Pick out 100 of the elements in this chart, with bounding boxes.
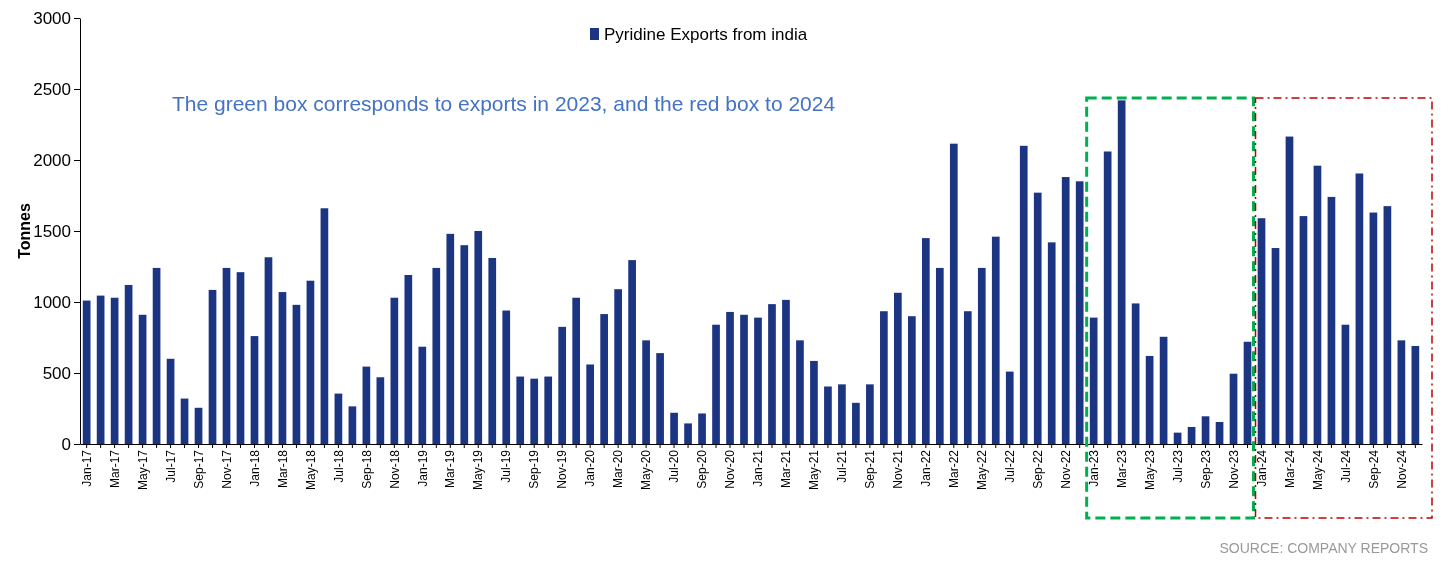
bar (698, 413, 706, 444)
legend-label: Pyridine Exports from india (604, 25, 808, 44)
bar (642, 340, 650, 444)
bar (488, 257, 497, 444)
bar (1159, 336, 1168, 444)
x-tick-label: Jul-23 (1170, 449, 1185, 483)
bar (474, 231, 483, 444)
x-tick-label: May-22 (974, 449, 989, 491)
bar (530, 378, 539, 444)
x-tick-label: Nov-17 (219, 449, 234, 489)
bar (516, 376, 525, 444)
bar (726, 311, 734, 444)
x-tick-label: Jan-18 (247, 449, 262, 487)
bar (502, 310, 511, 444)
bar (82, 300, 91, 444)
bar (1075, 181, 1084, 444)
bar (935, 267, 944, 444)
bar (754, 317, 762, 444)
bar (1201, 416, 1210, 444)
bar (376, 377, 385, 444)
x-tick-label: May-18 (303, 449, 318, 491)
bar (138, 314, 147, 444)
bar (110, 297, 119, 444)
x-tick-label: Sep-21 (863, 449, 878, 489)
bar (908, 316, 916, 444)
bar (292, 304, 301, 444)
bar (1313, 165, 1322, 444)
bar (278, 292, 287, 444)
x-tick-label: Nov-22 (1058, 449, 1073, 489)
y-tick-label: 1500 (33, 221, 71, 241)
x-tick-label: Sep-18 (359, 449, 374, 489)
x-tick-label: Sep-23 (1198, 449, 1213, 489)
bar (418, 346, 427, 444)
x-tick-label: Jul-24 (1338, 449, 1353, 483)
x-tick-label: May-19 (471, 449, 486, 491)
x-tick-label: Jul-20 (667, 449, 682, 483)
bar (194, 407, 203, 444)
bar (880, 311, 888, 444)
bar (963, 311, 972, 444)
bar (810, 360, 818, 444)
x-tick-label: Mar-21 (779, 449, 794, 489)
x-tick-label: Jul-19 (499, 449, 514, 483)
x-tick-label: May-20 (639, 449, 654, 491)
x-tick-label: Jan-23 (1086, 449, 1101, 487)
bar (796, 340, 804, 444)
y-tick-label: 3000 (33, 8, 71, 28)
x-tick-label: Mar-19 (443, 449, 458, 489)
bar (1047, 242, 1056, 444)
bar (124, 284, 133, 444)
bar (712, 324, 720, 444)
x-tick-label: Nov-20 (723, 449, 738, 489)
x-tick-label: Sep-17 (191, 449, 206, 489)
bar (1187, 426, 1196, 444)
x-tick-label: Jul-22 (1002, 449, 1017, 483)
x-tick-label: Jan-20 (583, 449, 598, 487)
bar (838, 384, 846, 444)
bar (628, 260, 636, 444)
bar (1355, 173, 1364, 444)
x-tick-label: Jul-17 (163, 449, 178, 483)
x-tick-label: Nov-21 (891, 449, 906, 489)
x-tick-label: May-17 (135, 449, 150, 491)
bar (208, 289, 217, 444)
x-tick-label: Jan-19 (415, 449, 430, 487)
bar (600, 314, 608, 444)
bar (1131, 303, 1140, 444)
bar (348, 406, 357, 444)
bar (250, 336, 259, 444)
y-tick-label: 0 (61, 434, 71, 454)
x-tick-label: Nov-23 (1226, 449, 1241, 489)
bar (824, 386, 832, 444)
bar (684, 423, 692, 444)
x-tick-label: Jul-18 (331, 449, 346, 483)
y-tick-label: 2000 (33, 150, 71, 170)
bar (1243, 341, 1252, 444)
y-axis-title: Tonnes (16, 203, 33, 259)
bar (390, 297, 399, 444)
bar (432, 267, 441, 444)
x-tick-label: Mar-20 (611, 449, 626, 489)
bar (782, 299, 790, 444)
bar (1145, 355, 1154, 444)
bar (320, 208, 329, 444)
x-tick-label: Jan-21 (751, 449, 766, 487)
bar (1103, 151, 1112, 444)
bar (1033, 192, 1042, 444)
x-tick-label: Mar-23 (1114, 449, 1129, 489)
x-tick-label: Nov-24 (1394, 449, 1409, 489)
bar (894, 292, 902, 444)
bar (991, 236, 1000, 444)
bar (614, 289, 622, 444)
x-tick-label: May-24 (1310, 449, 1325, 491)
x-tick-label: Mar-17 (107, 449, 122, 489)
bar (152, 267, 161, 444)
bar (572, 297, 581, 444)
y-tick-label: 2500 (33, 79, 71, 99)
bar (362, 366, 371, 444)
x-tick-label: Mar-22 (947, 449, 961, 489)
bar (222, 267, 231, 444)
bar (544, 376, 553, 444)
x-tick-label: Mar-18 (275, 449, 290, 489)
bar (264, 257, 273, 444)
